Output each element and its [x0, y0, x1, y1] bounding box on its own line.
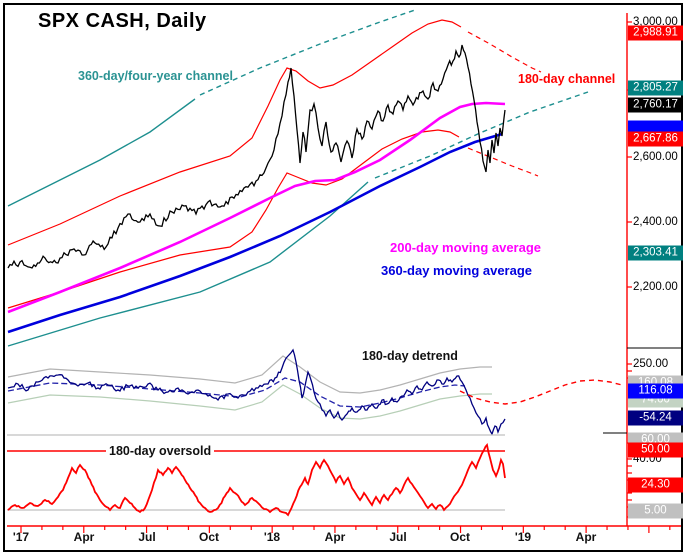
- main-axis-value: 2,200.00: [633, 281, 678, 293]
- chart-border: [3, 3, 683, 552]
- x-axis-date-label: Apr: [73, 530, 95, 544]
- x-axis-date-label: '18: [263, 530, 281, 544]
- main-price-marker: 2,988.91: [628, 25, 683, 41]
- oversold-line: [7, 443, 506, 517]
- main-axis-value: 2,400.00: [633, 216, 678, 228]
- x-axis-date-label: Oct: [198, 530, 220, 544]
- main-price-marker: 2,303.41: [628, 245, 683, 261]
- oversold-price-marker: 50.00: [628, 442, 683, 458]
- main-axis-value: 2,600.00: [633, 151, 678, 163]
- x-axis-date-label: Jul: [389, 530, 407, 544]
- oversold-price-marker: 5.00: [628, 503, 683, 519]
- detrend-band-lower: [7, 384, 492, 420]
- detrend-line: [7, 348, 506, 436]
- channel-180day-upper-solid: [7, 19, 462, 246]
- ma360-legend: 360-day moving average: [381, 263, 533, 278]
- channel-180day-upper-dashed: [467, 31, 542, 73]
- detrend-projection-dashed: [459, 379, 623, 405]
- ma-360day: [7, 132, 503, 334]
- x-axis-date-label: Oct: [449, 530, 471, 544]
- detrend-ma-dashed: [7, 377, 466, 408]
- oversold-label: 180-day oversold: [106, 444, 215, 458]
- ma200-legend: 200-day moving average: [390, 240, 542, 255]
- four-year-channel-lower-dashed: [374, 91, 589, 179]
- detrend-label: 180-day detrend: [362, 349, 458, 363]
- detrend-axis-value: 250.00: [633, 358, 669, 370]
- chart-title: SPX CASH, Daily: [38, 10, 207, 32]
- spx-price: [7, 44, 506, 269]
- detrend-price-marker: -54.24: [628, 410, 683, 426]
- 180day-channel-label: 180-day channel: [518, 72, 616, 86]
- x-axis-date-label: '17: [12, 530, 30, 544]
- four-year-channel-lower-solid: [7, 181, 369, 347]
- main-price-marker: 2,760.17: [628, 97, 683, 113]
- channel-180day-lower-solid: [7, 129, 460, 309]
- four-year-channel-label: 360-day/four-year channel: [78, 69, 233, 83]
- main-price-marker: 2,667.86: [628, 131, 683, 147]
- oversold-price-marker: 24.30: [628, 477, 683, 493]
- main-axis-value: 3,000.00: [633, 16, 678, 28]
- x-axis-date-label: Jul: [138, 530, 156, 544]
- four-year-channel-upper-dashed: [199, 9, 416, 96]
- detrend-band-upper: [7, 355, 492, 394]
- main-price-marker: 2,805.27: [628, 80, 683, 96]
- x-axis-date-label: '19: [514, 530, 532, 544]
- channel-180day-lower-dashed: [467, 147, 539, 177]
- x-axis-date-label: Apr: [575, 530, 597, 544]
- four-year-channel-upper-solid: [7, 98, 196, 207]
- detrend-price-marker: 116.08: [628, 383, 683, 399]
- ma-200day: [7, 101, 506, 314]
- x-axis-date-label: Apr: [324, 530, 346, 544]
